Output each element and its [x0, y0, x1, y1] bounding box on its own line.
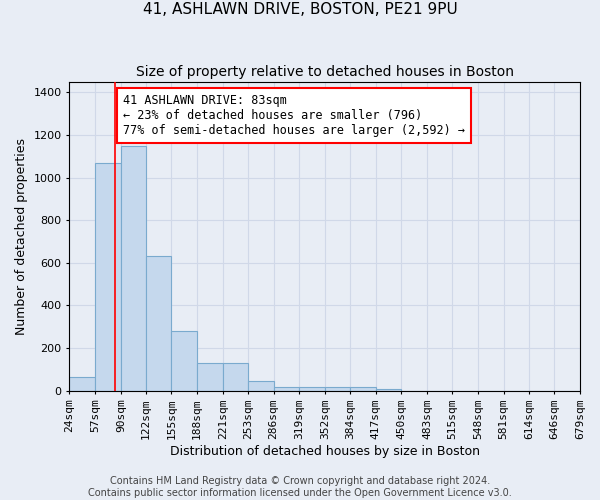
Title: Size of property relative to detached houses in Boston: Size of property relative to detached ho… — [136, 65, 514, 79]
X-axis label: Distribution of detached houses by size in Boston: Distribution of detached houses by size … — [170, 444, 479, 458]
Bar — [376, 388, 401, 391]
Bar — [299, 386, 325, 391]
Bar — [223, 363, 248, 391]
Text: 41 ASHLAWN DRIVE: 83sqm
← 23% of detached houses are smaller (796)
77% of semi-d: 41 ASHLAWN DRIVE: 83sqm ← 23% of detache… — [123, 94, 465, 138]
Bar — [350, 386, 376, 391]
Bar — [95, 162, 121, 391]
Bar — [172, 331, 197, 391]
Text: 41, ASHLAWN DRIVE, BOSTON, PE21 9PU: 41, ASHLAWN DRIVE, BOSTON, PE21 9PU — [143, 2, 457, 18]
Text: Contains HM Land Registry data © Crown copyright and database right 2024.
Contai: Contains HM Land Registry data © Crown c… — [88, 476, 512, 498]
Bar — [70, 377, 95, 391]
Bar — [121, 146, 146, 391]
Bar — [197, 363, 223, 391]
Bar — [325, 386, 350, 391]
Bar — [274, 386, 299, 391]
Bar — [146, 256, 172, 391]
Bar — [248, 381, 274, 391]
Y-axis label: Number of detached properties: Number of detached properties — [15, 138, 28, 334]
